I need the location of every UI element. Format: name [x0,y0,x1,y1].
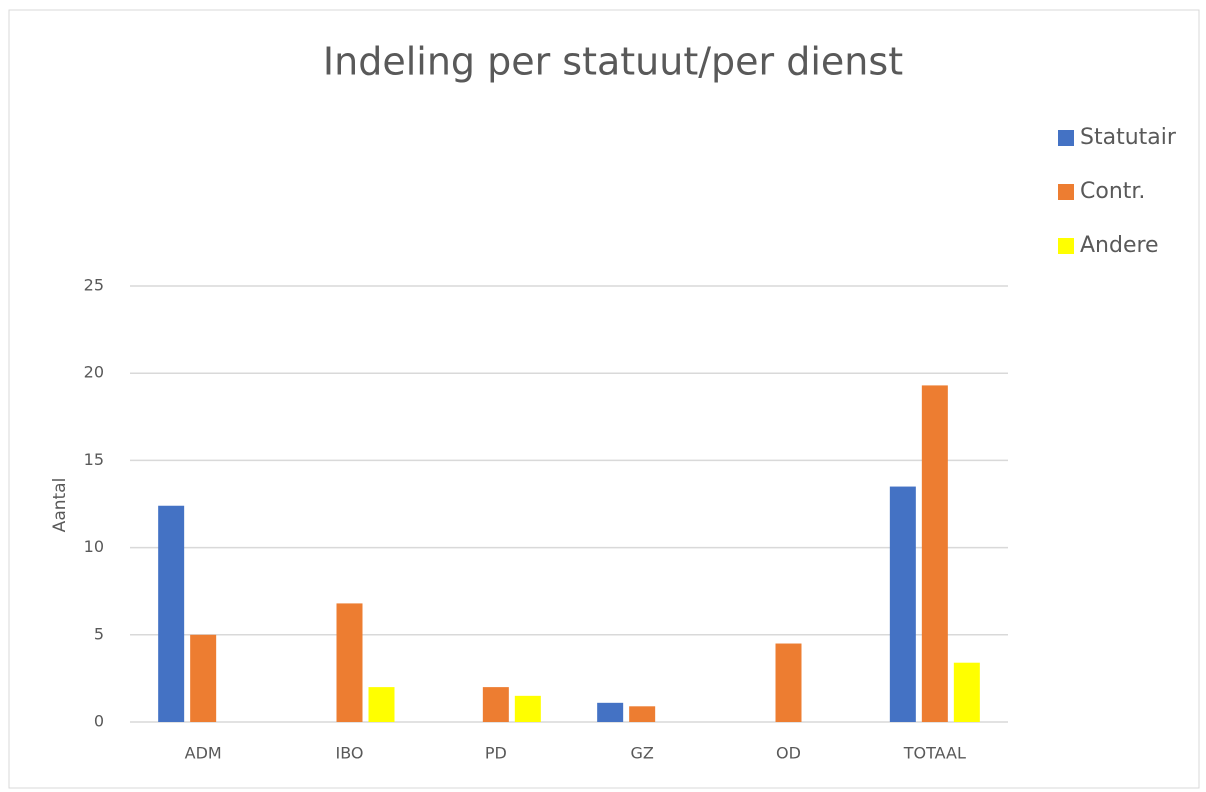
x-tick-label: TOTAAL [903,744,966,763]
x-tick-label: ADM [185,744,222,763]
legend-label: Statutair [1080,125,1177,150]
legend-swatch [1058,130,1074,146]
legend-swatch [1058,184,1074,200]
y-tick-label: 15 [84,450,104,469]
bar [775,643,802,722]
bar [158,505,185,722]
bar [368,687,395,722]
bar [921,385,948,722]
bar [597,702,624,722]
x-tick-label: PD [485,744,507,763]
y-tick-label: 10 [84,537,104,556]
legend-label: Andere [1080,233,1159,258]
y-tick-label: 0 [94,712,104,731]
y-tick-label: 20 [84,363,104,382]
bar [336,603,363,722]
y-axis-label: Aantal [50,478,70,533]
bar [889,486,916,722]
legend-label: Contr. [1080,179,1145,204]
y-tick-label: 25 [84,276,104,295]
y-tick-label: 5 [94,624,104,643]
bar [190,634,217,722]
x-tick-label: GZ [630,744,653,763]
x-tick-label: IBO [335,744,363,763]
bar [514,695,541,722]
bar [953,662,980,722]
bar [629,706,656,722]
chart-frame [8,9,1200,789]
chart-title: Indeling per statuut/per dienst [323,40,903,84]
legend-swatch [1058,238,1074,254]
bar [482,687,509,722]
x-tick-label: OD [776,744,801,763]
